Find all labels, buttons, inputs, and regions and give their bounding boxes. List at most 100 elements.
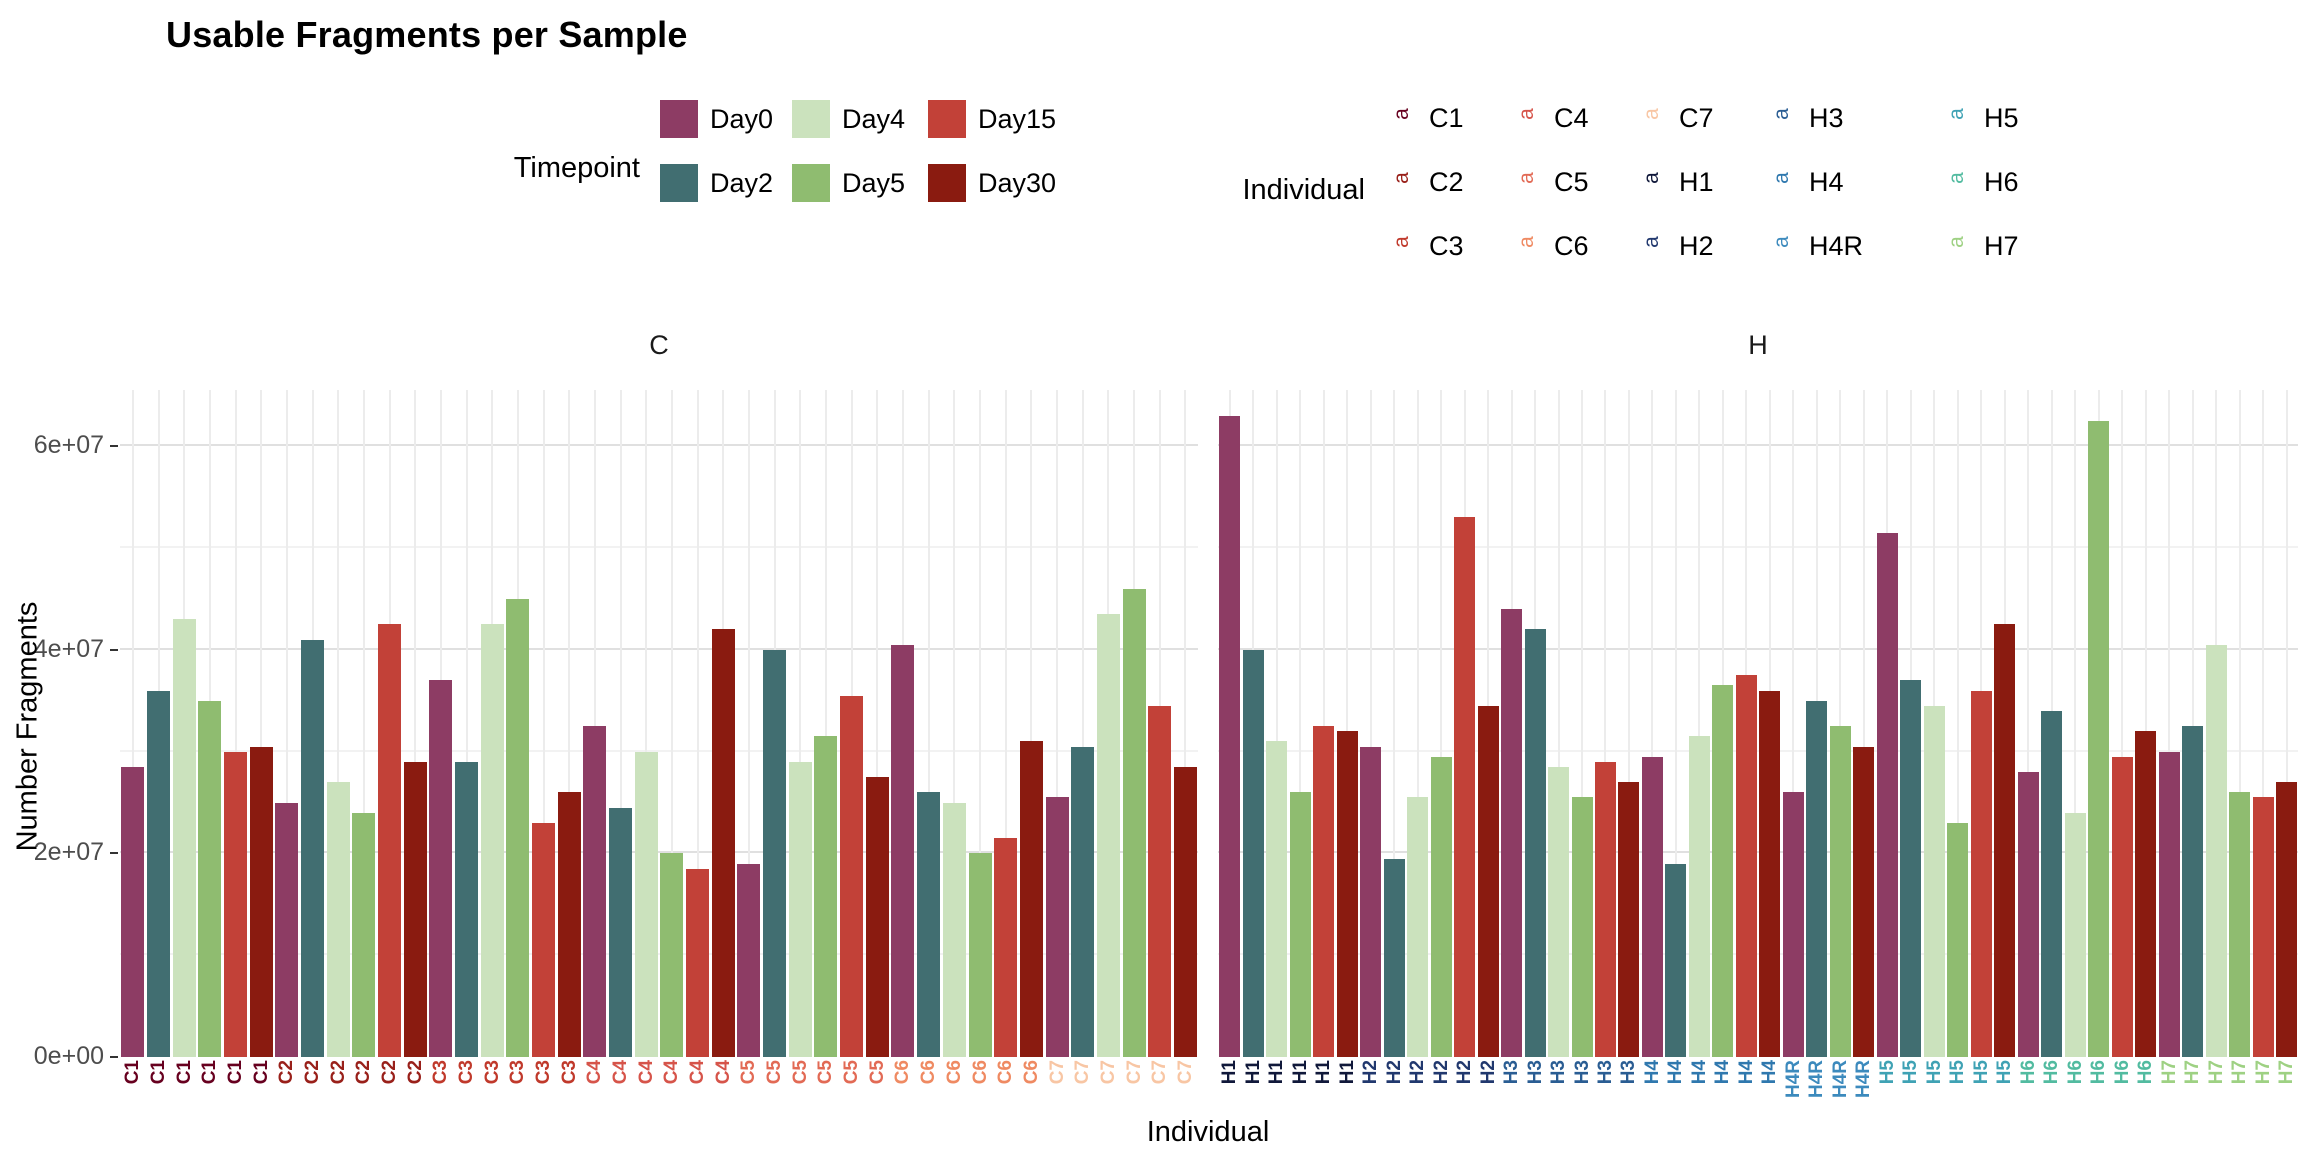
- gridline-vertical: [1839, 390, 1842, 1057]
- x-tick-slot: H3: [1523, 1060, 1546, 1112]
- bar-slot: [762, 390, 788, 1057]
- x-tick-slot: C1: [223, 1060, 249, 1112]
- legend-key-glyph: a: [1945, 172, 1968, 184]
- gridline-vertical: [1184, 390, 1187, 1057]
- gridline-vertical: [979, 390, 981, 1057]
- bar-C2-Day30: [403, 761, 427, 1057]
- bar-slot: [1876, 390, 1899, 1057]
- x-tick-label-H3: H3: [1571, 1060, 1593, 1085]
- bar-H1-Day5: [1289, 792, 1311, 1057]
- x-tick-slot: H2: [1382, 1060, 1405, 1112]
- x-axis-title: Individual: [1146, 1116, 1270, 1148]
- bar-slot: [1500, 390, 1523, 1057]
- bar-C2-Day4: [326, 782, 350, 1057]
- x-tick-slot: C6: [967, 1060, 993, 1112]
- bar-slot: [377, 390, 403, 1057]
- bar-slot: [1019, 390, 1045, 1057]
- x-tick-slot: C7: [1096, 1060, 1122, 1112]
- x-tick-slot: C4: [710, 1060, 736, 1112]
- facet-strip-C: C: [649, 330, 669, 360]
- bar-H1-Day15: [1313, 726, 1335, 1057]
- x-tick-slot: C6: [890, 1060, 916, 1112]
- x-tick-slot: H4: [1735, 1060, 1758, 1112]
- x-tick-slot: H7: [2181, 1060, 2204, 1112]
- x-tick-slot: H3: [1547, 1060, 1570, 1112]
- legend-label: H4R: [1809, 231, 1864, 261]
- gridline-vertical: [2262, 390, 2265, 1057]
- bar-slot: [967, 390, 993, 1057]
- x-tick-label-H6: H6: [2064, 1060, 2086, 1085]
- gridline-vertical: [1440, 390, 1443, 1057]
- bar-slot: [248, 390, 274, 1057]
- gridline-vertical: [696, 390, 699, 1057]
- bar-slot: [505, 390, 531, 1057]
- gridline-vertical: [927, 390, 930, 1057]
- x-tick-label-C3: C3: [481, 1060, 503, 1085]
- x-tick-label-H4: H4: [1665, 1060, 1687, 1085]
- bar-slot: [1688, 390, 1711, 1057]
- bar-H1-Day2: [1242, 649, 1264, 1057]
- bar-C4-Day0: [583, 726, 607, 1057]
- bar-slot: [1829, 390, 1852, 1057]
- x-tick-slot: C1: [146, 1060, 172, 1112]
- bar-C3-Day30: [557, 792, 581, 1057]
- x-tick-label-C3: C3: [507, 1060, 529, 1085]
- x-tick-slot: H1: [1241, 1060, 1264, 1112]
- gridline-vertical: [593, 390, 596, 1057]
- x-tick-slot: H6: [2134, 1060, 2157, 1112]
- x-tick-label-C4: C4: [661, 1060, 683, 1085]
- y-axis-title: Number Fragments: [11, 601, 44, 852]
- legend-label: C6: [1554, 231, 1589, 261]
- x-tick-slot: H7: [2157, 1060, 2180, 1112]
- bar-C1-Day5: [198, 700, 222, 1057]
- bar-slot: [274, 390, 300, 1057]
- bar-H1-Day0: [1219, 415, 1241, 1057]
- x-tick-slot: C5: [813, 1060, 839, 1112]
- gridline-vertical: [619, 390, 622, 1057]
- bar-H5-Day4: [1923, 705, 1945, 1057]
- bar-slot: [2181, 390, 2204, 1057]
- x-tick-slot: H4R: [1852, 1060, 1875, 1112]
- x-tick-label-H2: H2: [1454, 1060, 1476, 1085]
- x-tick-label-H6: H6: [2041, 1060, 2063, 1085]
- bar-H7-Day0: [2158, 751, 2180, 1057]
- individual-legend-title: Individual: [1242, 174, 1365, 206]
- bar-slot: [1923, 390, 1946, 1057]
- bar-H2-Day5: [1430, 756, 1452, 1057]
- bar-slot: [171, 390, 197, 1057]
- x-tick-slot: H7: [2204, 1060, 2227, 1112]
- x-tick-slot: H4: [1758, 1060, 1781, 1112]
- bar-H5-Day15: [1970, 690, 1992, 1057]
- gridline-vertical: [953, 390, 956, 1057]
- x-tick-label-C4: C4: [635, 1060, 657, 1085]
- plot-title: Usable Fragments per Sample: [166, 14, 688, 55]
- bar-C3-Day5: [506, 598, 530, 1057]
- x-tick-label-C2: C2: [353, 1060, 375, 1085]
- x-tick-label-H2: H2: [1430, 1060, 1452, 1085]
- x-tick-slot: C3: [479, 1060, 505, 1112]
- x-tick-label-H6: H6: [2017, 1060, 2039, 1085]
- bar-slot: [1899, 390, 1922, 1057]
- legend-label: C4: [1554, 103, 1589, 133]
- x-tick-label-H2: H2: [1477, 1060, 1499, 1085]
- x-tick-label-H2: H2: [1407, 1060, 1429, 1085]
- y-tick-mark: [110, 1056, 118, 1058]
- bar-slot: [659, 390, 685, 1057]
- x-tick-label-C3: C3: [558, 1060, 580, 1085]
- bar-C1-Day15: [224, 751, 248, 1057]
- x-tick-label-C1: C1: [250, 1060, 272, 1085]
- gridline-vertical: [1081, 390, 1084, 1057]
- bar-H3-Day30: [1618, 782, 1640, 1057]
- bar-slot: [454, 390, 480, 1057]
- bar-slot: [1547, 390, 1570, 1057]
- x-tick-label-C2: C2: [379, 1060, 401, 1085]
- bar-C5-Day4: [788, 761, 812, 1057]
- bar-C6-Day4: [942, 802, 966, 1057]
- bar-slot: [1359, 390, 1382, 1057]
- x-tick-label-C5: C5: [841, 1060, 863, 1085]
- x-tick-slot: H7: [2275, 1060, 2298, 1112]
- bar-slot: [351, 390, 377, 1057]
- y-tick-mark: [110, 445, 118, 448]
- bar-slot: [1044, 390, 1070, 1057]
- legend-swatch-Day30: [928, 164, 966, 202]
